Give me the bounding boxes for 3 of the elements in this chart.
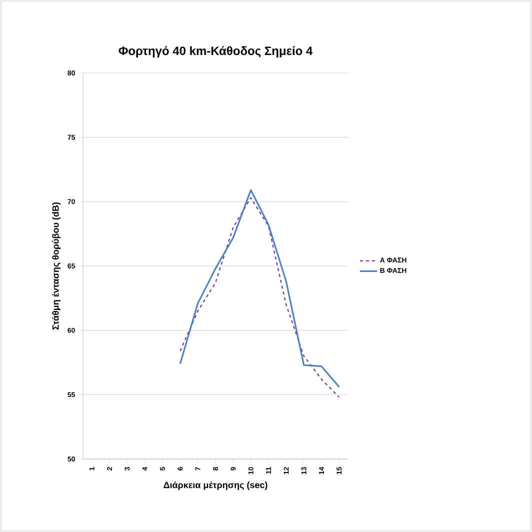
chart-title: Φορτηγό 40 km-Κάθοδος Σημείο 4 [118,46,313,58]
x-axis-title: Διάρκεια μέτρησης (sec) [164,481,268,490]
y-axis-title: Στάθμη έντασης θορύβου (dB) [52,202,61,330]
